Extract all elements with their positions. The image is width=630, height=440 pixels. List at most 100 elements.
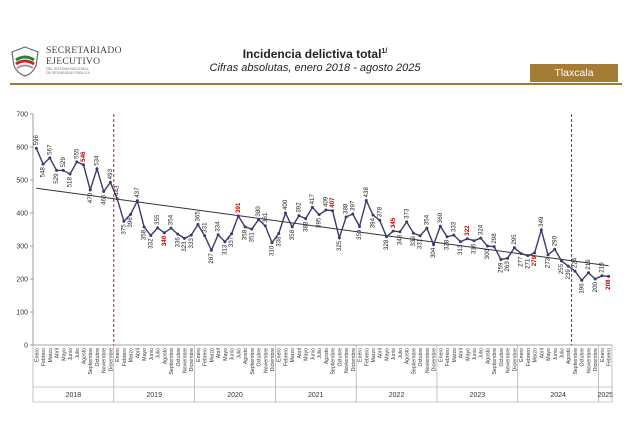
x-tick-label: Junio (230, 348, 236, 361)
x-tick-label: Marzo (533, 348, 539, 363)
data-label: 333 (188, 238, 195, 249)
data-label: 239 (565, 269, 572, 280)
data-label: 295 (511, 234, 518, 245)
data-label: 361 (262, 212, 269, 223)
data-label: 358 (242, 229, 249, 240)
year-label: 2023 (470, 392, 486, 399)
x-tick-label: Marzo (129, 348, 135, 363)
x-tick-label: Noviembre (506, 348, 512, 373)
x-tick-label: Diciembre (108, 348, 114, 371)
data-label: 279 (531, 255, 538, 266)
x-tick-label: Enero (358, 348, 364, 362)
data-point (445, 235, 449, 239)
x-tick-label: Junio (391, 348, 397, 361)
x-tick-label: Agosto (81, 348, 87, 364)
data-label: 331 (417, 238, 424, 249)
chart-title-text: Incidencia delictiva total (242, 47, 382, 61)
data-label: 546 (80, 151, 87, 162)
data-label: 334 (215, 221, 222, 232)
x-tick-label: Octubre (499, 348, 505, 367)
x-tick-label: Septiembre (88, 348, 94, 375)
data-label: 380 (255, 206, 262, 217)
x-tick-label: Abril (55, 348, 61, 358)
data-label: 271 (524, 258, 531, 269)
data-point (203, 234, 207, 238)
x-tick-label: Abril (459, 348, 465, 358)
data-point (223, 240, 227, 244)
data-point (398, 230, 402, 234)
x-tick-label: Mayo (546, 348, 552, 361)
y-tick-label: 0 (24, 343, 28, 350)
data-label: 339 (410, 236, 417, 247)
x-tick-label: Noviembre (102, 348, 108, 373)
data-label: 345 (390, 217, 397, 228)
shield-icon (11, 46, 39, 77)
data-label: 548 (40, 167, 47, 178)
x-tick-label: Agosto (324, 348, 330, 364)
x-tick-label: Septiembre (573, 348, 579, 375)
data-label: 391 (235, 202, 242, 213)
x-tick-label: Agosto (243, 348, 249, 364)
data-point (364, 198, 368, 202)
data-point (68, 172, 72, 176)
y-tick-label: 700 (16, 112, 28, 119)
x-tick-label: Junio (553, 348, 559, 361)
year-label: 2025 (597, 392, 613, 399)
data-label: 437 (134, 187, 141, 198)
data-point (41, 162, 45, 166)
y-tick-label: 500 (16, 178, 28, 185)
x-tick-label: Julio (236, 348, 242, 359)
data-label: 219 (585, 259, 592, 270)
y-tick-label: 300 (16, 244, 28, 251)
data-point (61, 168, 65, 172)
data-point (243, 225, 247, 229)
data-point (573, 269, 577, 273)
data-label: 290 (551, 235, 558, 246)
x-tick-label: Enero (600, 348, 606, 362)
data-label: 208 (605, 279, 612, 290)
data-label: 534 (94, 155, 101, 166)
data-point (533, 251, 537, 255)
x-tick-label: Abril (135, 348, 141, 358)
data-label: 333 (450, 221, 457, 232)
data-label: 337 (228, 236, 235, 247)
x-tick-label: Marzo (371, 348, 377, 363)
data-label: 287 (208, 253, 215, 264)
x-tick-label: Julio (560, 348, 566, 359)
data-label: 383 (302, 221, 309, 232)
data-label: 493 (107, 168, 114, 179)
data-point (485, 244, 489, 248)
data-label: 338 (275, 236, 282, 247)
data-label: 304 (430, 247, 437, 258)
data-label: 277 (518, 256, 525, 267)
title-footnote: 1/ (381, 48, 388, 55)
data-label: 375 (120, 224, 127, 235)
data-point (425, 226, 429, 230)
data-label: 358 (289, 229, 296, 240)
data-point (418, 234, 422, 238)
data-label: 313 (457, 244, 464, 255)
data-label: 313 (221, 244, 228, 255)
x-tick-label: Junio (472, 348, 478, 361)
x-tick-label: Diciembre (270, 348, 276, 371)
x-tick-label: Agosto (485, 348, 491, 364)
data-point (129, 212, 133, 216)
data-label: 529 (60, 157, 67, 168)
trend-line (36, 187, 609, 267)
data-point (270, 241, 274, 245)
data-point (492, 245, 496, 249)
data-label: 373 (403, 208, 410, 219)
data-point (344, 215, 348, 219)
data-label: 351 (248, 232, 255, 243)
data-label: 200 (592, 281, 599, 292)
x-tick-label: Marzo (290, 348, 296, 363)
data-point (526, 254, 530, 258)
data-point (149, 233, 153, 237)
data-point (324, 208, 328, 212)
data-point (391, 229, 395, 233)
data-point (169, 226, 173, 230)
data-label: 397 (349, 200, 356, 211)
data-label: 340 (161, 235, 168, 246)
x-tick-label: Febrero (526, 348, 532, 366)
x-tick-label: Diciembre (351, 348, 357, 371)
